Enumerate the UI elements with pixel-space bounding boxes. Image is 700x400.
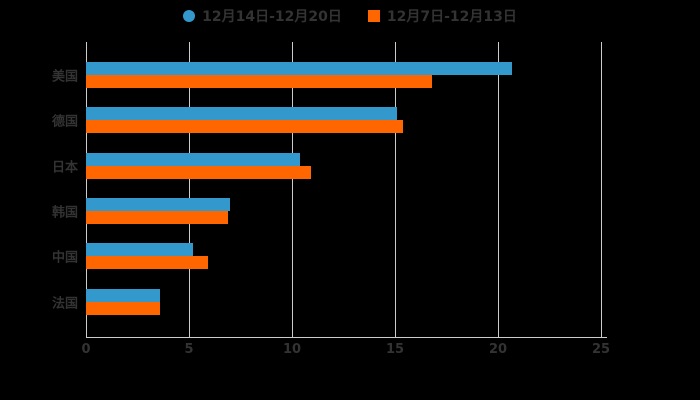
y-category-label: 中国 [51, 250, 78, 266]
bar-current-week[interactable] [86, 288, 161, 302]
bar-previous-week[interactable] [86, 75, 433, 88]
bar-previous-week[interactable] [86, 120, 404, 134]
gridline [498, 42, 499, 337]
bar-previous-week[interactable] [86, 301, 161, 315]
gridline [292, 42, 293, 337]
legend-item-week-dec14-20[interactable]: 12月14日-12月20日 [183, 6, 342, 26]
bar-previous-week[interactable] [86, 165, 311, 179]
legend-dot-icon [183, 10, 196, 22]
legend-label: 12月7日-12月13日 [386, 9, 517, 25]
legend-item-week-dec7-13[interactable]: 12月7日-12月13日 [367, 6, 517, 26]
x-tick-label: 10 [282, 342, 302, 357]
bar-current-week[interactable] [86, 152, 301, 166]
legend-label: 12月14日-12月20日 [202, 9, 342, 25]
y-category-label: 美国 [51, 69, 78, 85]
y-category-label: 韩国 [51, 205, 78, 221]
bar-current-week[interactable] [86, 198, 231, 212]
legend-square-icon [367, 10, 380, 22]
legend: 12月14日-12月20日 12月7日-12月13日 [0, 5, 700, 27]
x-tick-label: 5 [184, 342, 194, 357]
gridline [189, 42, 190, 337]
x-tick-label: 20 [488, 342, 508, 357]
y-category-label: 日本 [51, 160, 78, 176]
x-axis-line [86, 337, 607, 338]
bar-current-week[interactable] [86, 62, 513, 75]
x-tick-label: 25 [591, 342, 611, 357]
y-category-label: 法国 [51, 296, 78, 312]
gridline [395, 42, 396, 337]
bar-previous-week[interactable] [86, 256, 208, 270]
x-tick-label: 0 [81, 342, 91, 357]
x-tick-label: 15 [385, 342, 405, 357]
gridline [601, 42, 602, 337]
bar-previous-week[interactable] [86, 211, 229, 225]
bar-current-week[interactable] [86, 107, 398, 121]
y-category-label: 德国 [51, 114, 78, 130]
bar-current-week[interactable] [86, 243, 194, 257]
gridline [86, 42, 87, 337]
